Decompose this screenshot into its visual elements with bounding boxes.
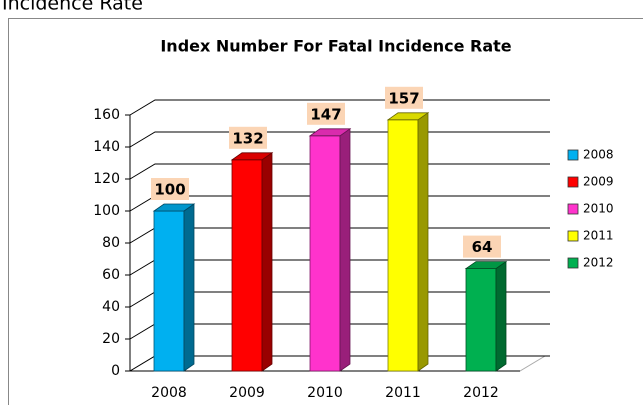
data-label-box xyxy=(151,178,189,200)
legend-label: 2010 xyxy=(583,202,614,216)
bar-side xyxy=(261,152,273,372)
bar-front xyxy=(465,268,497,372)
legend-swatch xyxy=(567,203,579,215)
bar-front xyxy=(309,135,341,372)
bar-side xyxy=(183,203,195,372)
bar xyxy=(152,203,196,372)
bar-side xyxy=(339,128,351,372)
legend-label: 2012 xyxy=(583,256,614,270)
data-label-box xyxy=(385,86,423,109)
y-tick-label: 140 xyxy=(93,139,120,155)
y-tick-label: 120 xyxy=(93,171,120,187)
legend-swatch xyxy=(567,257,579,269)
bar-top xyxy=(464,261,508,269)
x-tick-label: 2010 xyxy=(307,385,343,401)
y-tick-label: 80 xyxy=(102,235,120,251)
y-tick-label: 20 xyxy=(102,331,120,347)
bar-top xyxy=(152,203,196,212)
data-label-box xyxy=(229,126,267,149)
legend-label: 2008 xyxy=(583,148,614,162)
legend-swatch xyxy=(567,176,579,188)
y-tick-label: 160 xyxy=(93,107,120,123)
data-label: 100 xyxy=(154,181,185,199)
data-label: 147 xyxy=(310,105,341,123)
y-tick-label: 40 xyxy=(102,299,120,315)
bar xyxy=(464,260,508,372)
legend-label: 2009 xyxy=(583,175,614,189)
data-label-box xyxy=(307,102,345,125)
bar-side xyxy=(417,112,429,372)
bar-top xyxy=(386,112,430,121)
y-tick-label: 100 xyxy=(93,203,120,219)
bar-top xyxy=(308,128,352,137)
legend-swatch xyxy=(567,230,579,242)
data-label-box xyxy=(463,235,501,258)
legend-swatch xyxy=(567,149,579,161)
bar xyxy=(230,152,274,372)
page-heading: Incidence Rate xyxy=(2,0,143,15)
x-tick-label: 2011 xyxy=(385,385,421,401)
bar-front xyxy=(153,210,185,372)
x-tick-label: 2009 xyxy=(229,385,265,401)
y-tick-label: 60 xyxy=(102,267,120,283)
bar xyxy=(386,112,430,372)
data-label: 64 xyxy=(472,238,493,256)
data-label: 157 xyxy=(388,89,419,107)
bar-top xyxy=(230,152,274,161)
y-tick-label: 0 xyxy=(111,363,120,379)
chart-title: Index Number For Fatal Incidence Rate xyxy=(160,37,511,56)
x-tick-label: 2008 xyxy=(151,385,187,401)
bar xyxy=(308,128,352,372)
data-label: 132 xyxy=(232,129,263,147)
legend-label: 2011 xyxy=(583,229,614,243)
bar-front xyxy=(387,119,419,372)
x-tick-label: 2012 xyxy=(463,385,499,401)
bar-side xyxy=(495,260,507,372)
bar-front xyxy=(231,159,263,372)
